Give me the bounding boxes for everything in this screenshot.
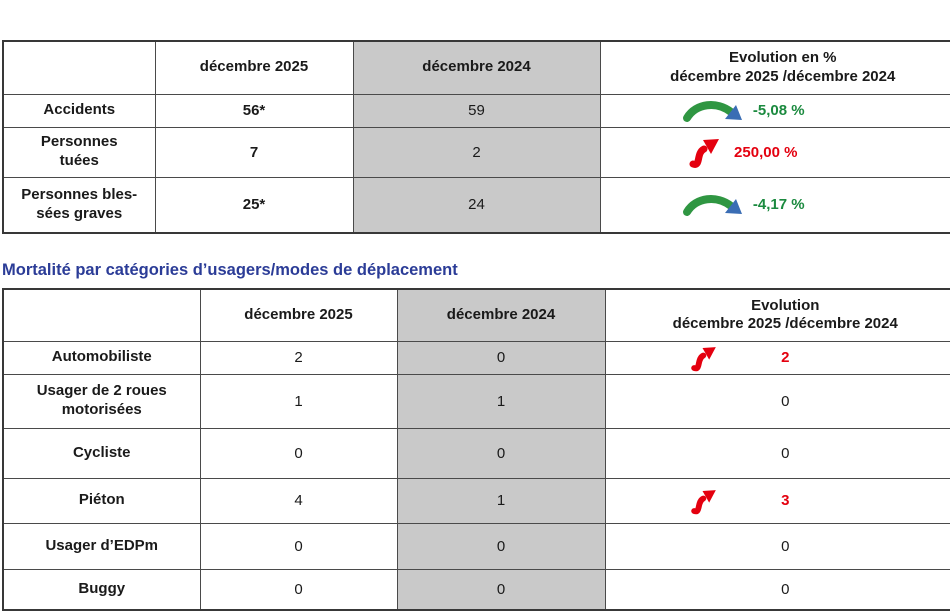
col-header-dec2024: décembre 2024 bbox=[396, 288, 606, 342]
accidents-summary-table: décembre 2025 décembre 2024 Evolution en… bbox=[2, 40, 950, 234]
table-row-buggy: Buggy 0 0 0 bbox=[2, 568, 950, 611]
trend-up-arrow-icon bbox=[691, 489, 717, 514]
evolution-value: -5,08 % bbox=[752, 102, 805, 119]
value-dec2024: 1 bbox=[396, 373, 606, 429]
value-dec2024: 0 bbox=[396, 568, 606, 611]
evolution-group: -4,17 % bbox=[605, 192, 950, 218]
evolution-cell: -5,08 % bbox=[599, 93, 950, 128]
row-label: Personnes tuées bbox=[2, 126, 156, 178]
trend-down-arrow-icon bbox=[682, 194, 742, 216]
table-row-pieton: Piéton 4 1 3 bbox=[2, 477, 950, 524]
value-dec2025: 4 bbox=[199, 477, 398, 524]
evolution-value: 3 bbox=[781, 492, 790, 509]
value-dec2024: 0 bbox=[396, 340, 606, 375]
row-label: Usager de 2 roues motorisées bbox=[2, 373, 201, 429]
table2-header-row: décembre 2025 décembre 2024 Evolution dé… bbox=[2, 288, 950, 342]
trend-up-arrow-icon bbox=[691, 346, 717, 371]
row-label: Personnes bles- sées graves bbox=[2, 176, 156, 234]
value-dec2025: 1 bbox=[199, 373, 398, 429]
evolution-cell: -4,17 % bbox=[599, 176, 950, 234]
row-label: Cycliste bbox=[2, 427, 201, 479]
evolution-group: 2 bbox=[610, 346, 950, 371]
col-header-dec2025: décembre 2025 bbox=[154, 40, 354, 95]
trend-up-arrow-icon bbox=[689, 139, 720, 168]
table-row-accidents: Accidents 56* 59 -5,08 % bbox=[2, 93, 950, 128]
col-header-evolution: Evolution décembre 2025 /décembre 2024 bbox=[604, 288, 950, 342]
table-row-personnes-tuees: Personnes tuées 7 2 250,00 % bbox=[2, 126, 950, 178]
col-header-dec2025: décembre 2025 bbox=[199, 288, 398, 342]
table-row-automobiliste: Automobiliste 2 0 2 bbox=[2, 340, 950, 375]
value-dec2025: 0 bbox=[199, 522, 398, 570]
evolution-value: 250,00 % bbox=[734, 143, 798, 161]
evolution-cell: 2 bbox=[604, 340, 950, 375]
mortality-by-category-table: décembre 2025 décembre 2024 Evolution dé… bbox=[2, 288, 950, 611]
value-dec2024: 0 bbox=[396, 522, 606, 570]
value-dec2025: 2 bbox=[199, 340, 398, 375]
evolution-group: 3 bbox=[610, 489, 950, 514]
value-dec2025: 0 bbox=[199, 568, 398, 611]
evolution-group: -5,08 % bbox=[605, 98, 950, 124]
evolution-group: 250,00 % bbox=[605, 136, 950, 168]
value-dec2025: 25* bbox=[154, 176, 354, 234]
evolution-value: 2 bbox=[781, 349, 790, 366]
evolution-cell: 0 bbox=[604, 568, 950, 611]
row-label: Accidents bbox=[2, 93, 156, 128]
value-dec2025: 7 bbox=[154, 126, 354, 178]
value-dec2025: 0 bbox=[199, 427, 398, 479]
table1-header-row: décembre 2025 décembre 2024 Evolution en… bbox=[2, 40, 950, 95]
corner-cell bbox=[2, 288, 201, 342]
value-dec2024: 59 bbox=[352, 93, 601, 128]
evolution-cell: 0 bbox=[604, 373, 950, 429]
section-heading: Mortalité par catégories d’usagers/modes… bbox=[2, 261, 458, 279]
evolution-cell: 250,00 % bbox=[599, 126, 950, 178]
table-row-blesses-graves: Personnes bles- sées graves 25* 24 -4,17… bbox=[2, 176, 950, 234]
row-label: Usager d’EDPm bbox=[2, 522, 201, 570]
evolution-cell: 0 bbox=[604, 522, 950, 570]
row-label: Automobiliste bbox=[2, 340, 201, 375]
value-dec2024: 1 bbox=[396, 477, 606, 524]
col-header-evolution: Evolution en % décembre 2025 /décembre 2… bbox=[599, 40, 950, 95]
table-row-cycliste: Cycliste 0 0 0 bbox=[2, 427, 950, 479]
value-dec2024: 2 bbox=[352, 126, 601, 178]
trend-down-arrow-icon bbox=[682, 100, 742, 122]
value-dec2025: 56* bbox=[154, 93, 354, 128]
value-dec2024: 24 bbox=[352, 176, 601, 234]
table-row-edpm: Usager d’EDPm 0 0 0 bbox=[2, 522, 950, 570]
evolution-cell: 0 bbox=[604, 427, 950, 479]
evolution-cell: 3 bbox=[604, 477, 950, 524]
row-label: Piéton bbox=[2, 477, 201, 524]
evolution-value: -4,17 % bbox=[752, 196, 805, 214]
row-label: Buggy bbox=[2, 568, 201, 611]
table-row-2roues: Usager de 2 roues motorisées 1 1 0 bbox=[2, 373, 950, 429]
col-header-dec2024: décembre 2024 bbox=[352, 40, 601, 95]
value-dec2024: 0 bbox=[396, 427, 606, 479]
corner-cell bbox=[2, 40, 156, 95]
